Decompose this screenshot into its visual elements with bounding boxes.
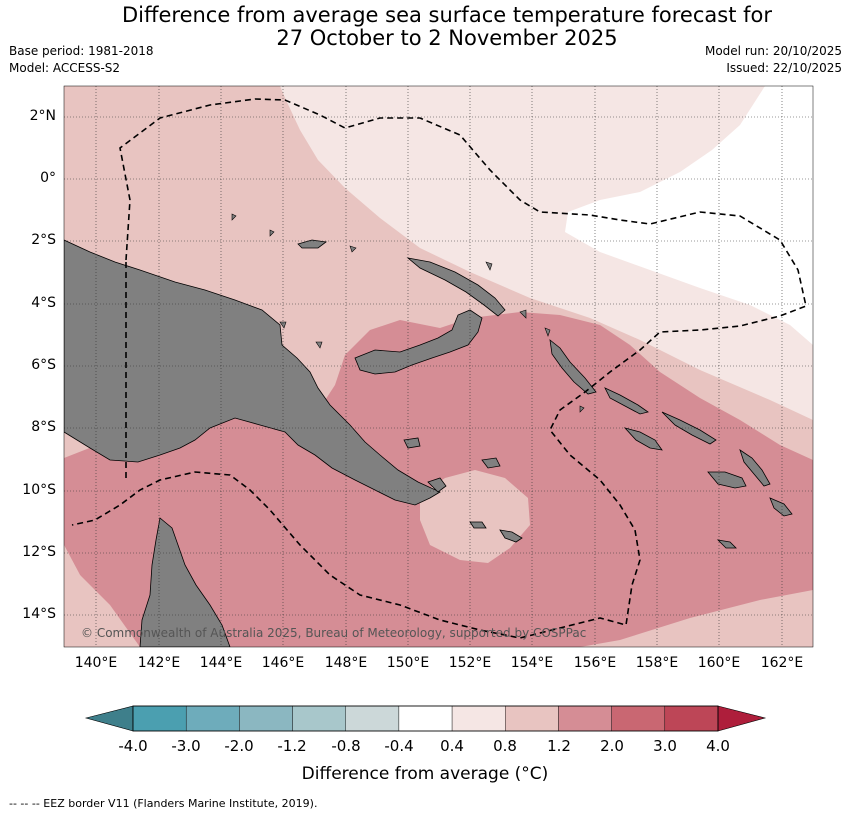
colorbar-swatch (185, 705, 240, 732)
colorbar-swatch (664, 705, 719, 732)
lon-label: 144°E (199, 655, 243, 671)
eez-legend: -- -- -- EEZ border V11 (Flanders Marine… (9, 797, 318, 810)
land-new-britain (354, 309, 483, 375)
land-dentrecasteaux (403, 437, 501, 493)
lon-label: 148°E (324, 655, 368, 671)
land-manus (297, 239, 328, 249)
colorbar-swatch (558, 705, 612, 732)
lon-label: 142°E (137, 655, 181, 671)
sst-anomaly-map (63, 85, 814, 648)
lon-label: 152°E (448, 655, 492, 671)
colorbar-tick: -2.0 (224, 737, 254, 755)
colorbar-tick: 4.0 (706, 737, 730, 755)
lon-label: 140°E (74, 655, 118, 671)
lat-label: 2°N (29, 108, 56, 124)
land-bougainville (549, 339, 597, 395)
land-louisiade (469, 521, 523, 543)
lat-label: 4°S (31, 295, 56, 311)
colorbar-tick: -0.4 (384, 737, 414, 755)
land-makira (769, 497, 793, 517)
lat-label: 12°S (22, 544, 56, 560)
base-period: Base period: 1981-2018 (9, 44, 154, 58)
lon-label: 156°E (573, 655, 617, 671)
lat-label: 2°S (31, 232, 56, 248)
eez-border (71, 98, 807, 639)
meta-left: Base period: 1981-2018 Model: ACCESS-S2 (9, 43, 154, 77)
colorbar-swatch (292, 705, 346, 732)
model-run: Model run: 20/10/2025 (704, 44, 842, 58)
lat-label: 0° (40, 170, 56, 186)
colorbar-swatch (451, 705, 506, 732)
colorbar-swatch (345, 705, 400, 732)
anomaly-region-04-08 (280, 86, 813, 420)
colorbar-swatch (505, 705, 559, 732)
title-line-1: Difference from average sea surface temp… (122, 3, 772, 27)
land-rennell (716, 539, 737, 549)
land-cape-york (139, 517, 231, 647)
colorbar-title: Difference from average (°C) (301, 764, 549, 784)
lat-label: 10°S (22, 482, 56, 498)
lon-label: 158°E (635, 655, 679, 671)
colorbar-under-arrow (84, 705, 134, 732)
land-new-ireland (406, 257, 506, 317)
lat-label: 14°S (22, 606, 56, 622)
colorbar-tick: -1.2 (277, 737, 307, 755)
land-choiseul (604, 387, 649, 415)
colorbar-swatch (611, 705, 666, 732)
map-title: Difference from average sea surface temp… (0, 4, 850, 50)
title-line-2: 27 October to 2 November 2025 (276, 26, 618, 50)
colorbar-tick: -0.8 (331, 737, 361, 755)
anomaly-region-neutral (565, 86, 813, 345)
colorbar-tick: 0.8 (493, 737, 517, 755)
colorbar-tick: 0.4 (440, 737, 464, 755)
map-frame (63, 85, 814, 648)
anomaly-pocket-08-12 (420, 470, 530, 563)
land-guadalcanal (707, 471, 747, 489)
issued-date: Issued: 22/10/2025 (726, 61, 842, 75)
lon-label: 160°E (697, 655, 741, 671)
colorbar-swatch (132, 705, 187, 732)
colorbar-tick: 2.0 (600, 737, 624, 755)
lon-label: 146°E (261, 655, 305, 671)
lat-label: 8°S (31, 419, 56, 435)
colorbar-tick: 3.0 (653, 737, 677, 755)
model-name: Model: ACCESS-S2 (9, 61, 121, 75)
lon-label: 162°E (760, 655, 804, 671)
colorbar-swatch (239, 705, 293, 732)
colorbar-over-arrow (717, 705, 767, 732)
colorbar-tick: -3.0 (171, 737, 201, 755)
land-new-guinea (64, 239, 441, 506)
lon-label: 154°E (510, 655, 554, 671)
land-malaita (739, 449, 771, 487)
colorbar-swatch (398, 705, 453, 732)
copyright-notice: © Commonwealth of Australia 2025, Bureau… (81, 626, 587, 640)
lon-label: 150°E (386, 655, 430, 671)
meta-right: Model run: 20/10/2025 Issued: 22/10/2025 (705, 43, 842, 77)
lat-label: 6°S (31, 357, 56, 373)
colorbar-tick: -4.0 (118, 737, 148, 755)
land-new-georgia (623, 427, 663, 451)
colorbar-tick: 1.2 (547, 737, 571, 755)
